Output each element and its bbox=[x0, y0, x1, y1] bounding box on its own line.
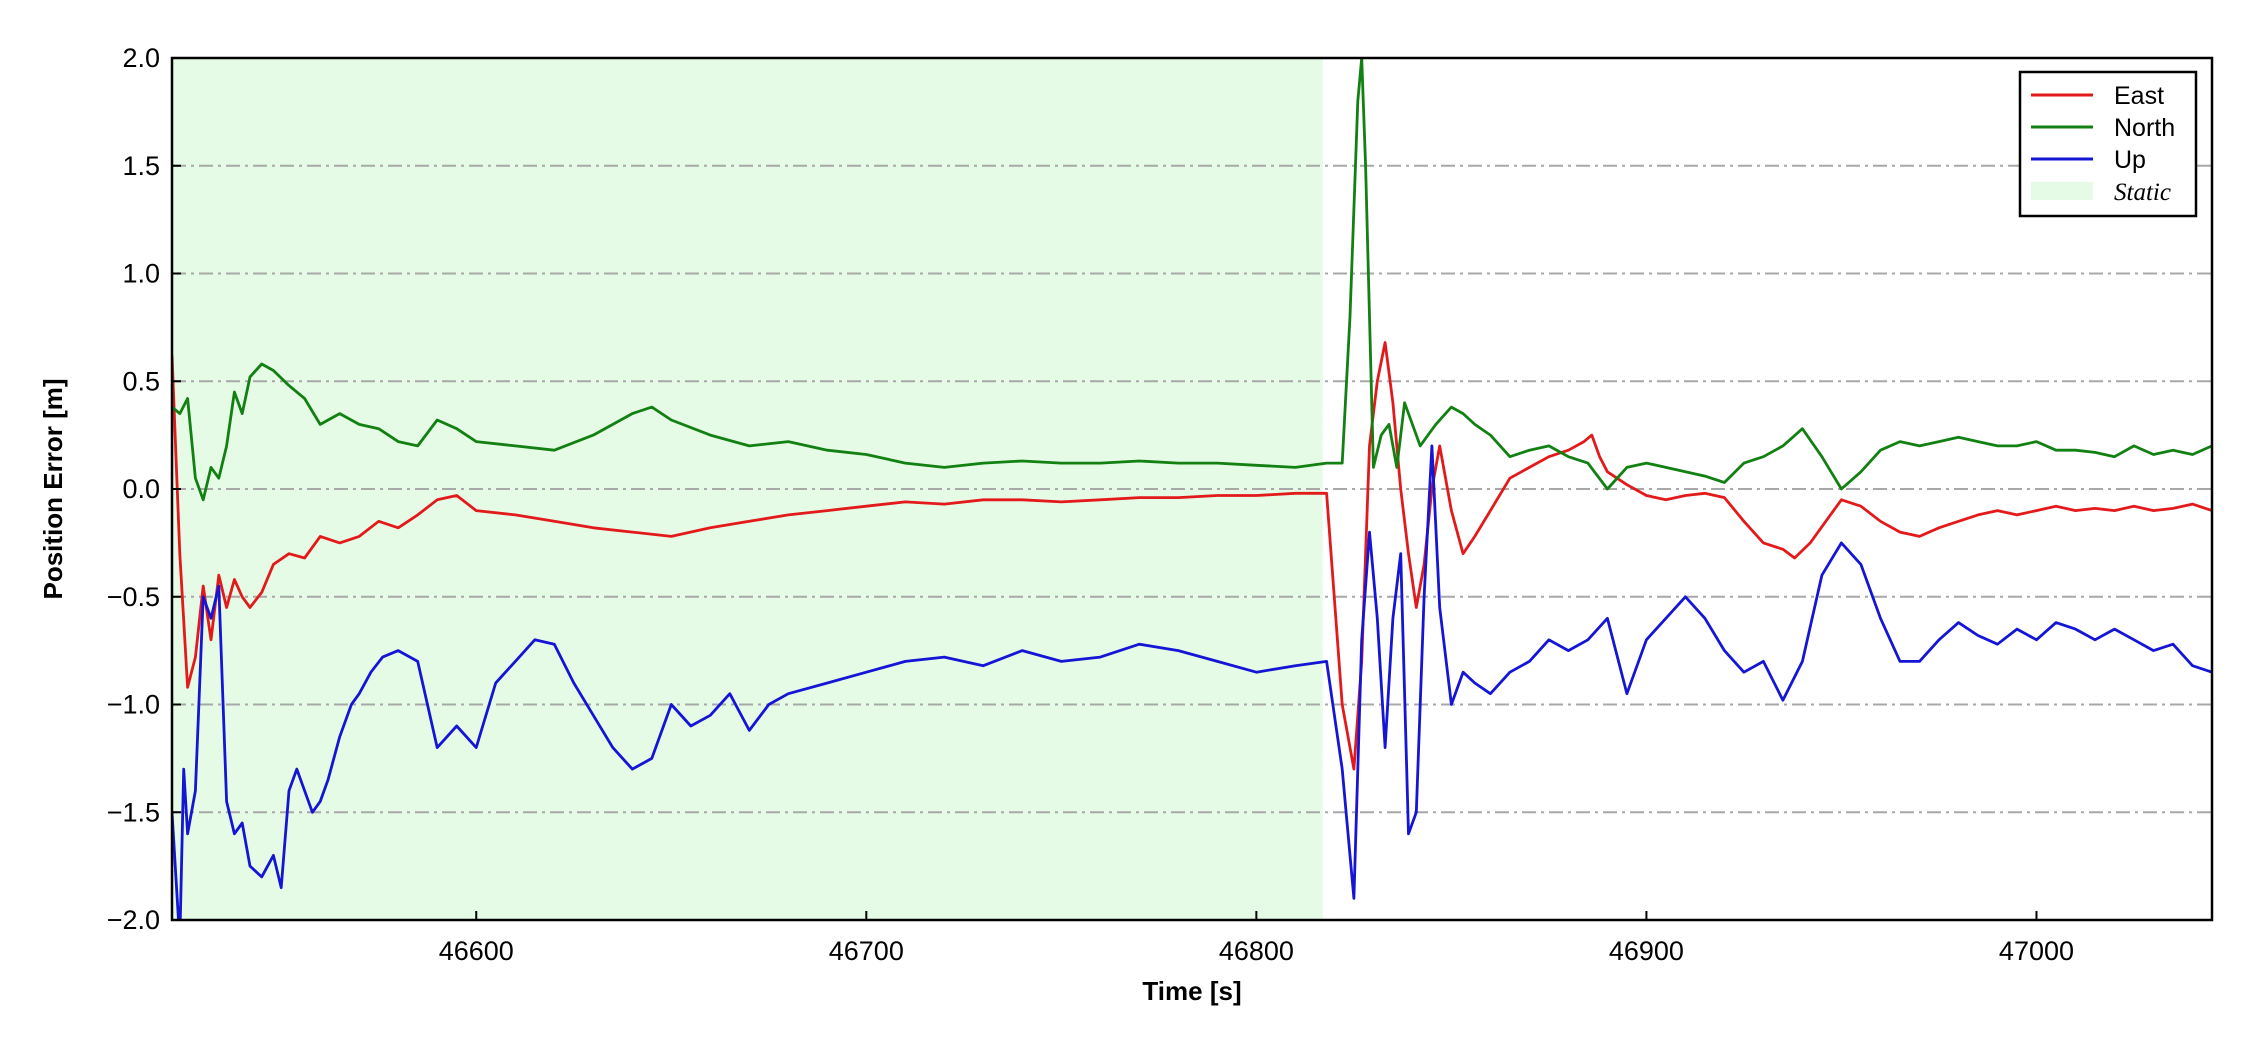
y-tick-label: −0.5 bbox=[107, 582, 160, 612]
legend-label-up: Up bbox=[2114, 146, 2146, 174]
y-tick-label: 0.0 bbox=[122, 474, 160, 504]
horizontal-grid bbox=[172, 164, 2212, 814]
series-line-up bbox=[172, 444, 2212, 920]
legend-label-static: Static bbox=[2114, 179, 2171, 206]
x-tick-label: 47000 bbox=[1999, 936, 2074, 966]
x-axis-title: Time [s] bbox=[1142, 976, 1241, 1006]
series-line-east bbox=[172, 341, 2212, 771]
y-tick-label: −1.5 bbox=[107, 797, 160, 827]
x-tick-label: 46700 bbox=[829, 936, 904, 966]
axis-ticks: −2.0 −1.5 −1.0 −0.5 0.0 0.5 1.0 1.5 2.0 46600 4670… bbox=[107, 43, 2074, 966]
y-tick-label: 0.5 bbox=[122, 366, 160, 396]
y-tick-label: −2.0 bbox=[107, 905, 160, 935]
x-tick-label: 46900 bbox=[1609, 936, 1684, 966]
y-axis-title: Position Error [m] bbox=[38, 378, 68, 599]
legend-label-north: North bbox=[2114, 114, 2175, 142]
legend-swatch-static bbox=[2031, 182, 2093, 200]
y-tick-label: −1.0 bbox=[107, 690, 160, 720]
y-tick-label: 2.0 bbox=[122, 43, 160, 73]
series-layer bbox=[172, 58, 2212, 920]
series-line-north bbox=[172, 58, 2212, 502]
legend: East North Up Static bbox=[2018, 70, 2198, 218]
x-tick-label: 46800 bbox=[1219, 936, 1294, 966]
legend-label-east: East bbox=[2114, 82, 2164, 110]
x-tick-label: 46600 bbox=[439, 936, 514, 966]
y-tick-label: 1.5 bbox=[122, 151, 160, 181]
y-tick-label: 1.0 bbox=[122, 259, 160, 289]
